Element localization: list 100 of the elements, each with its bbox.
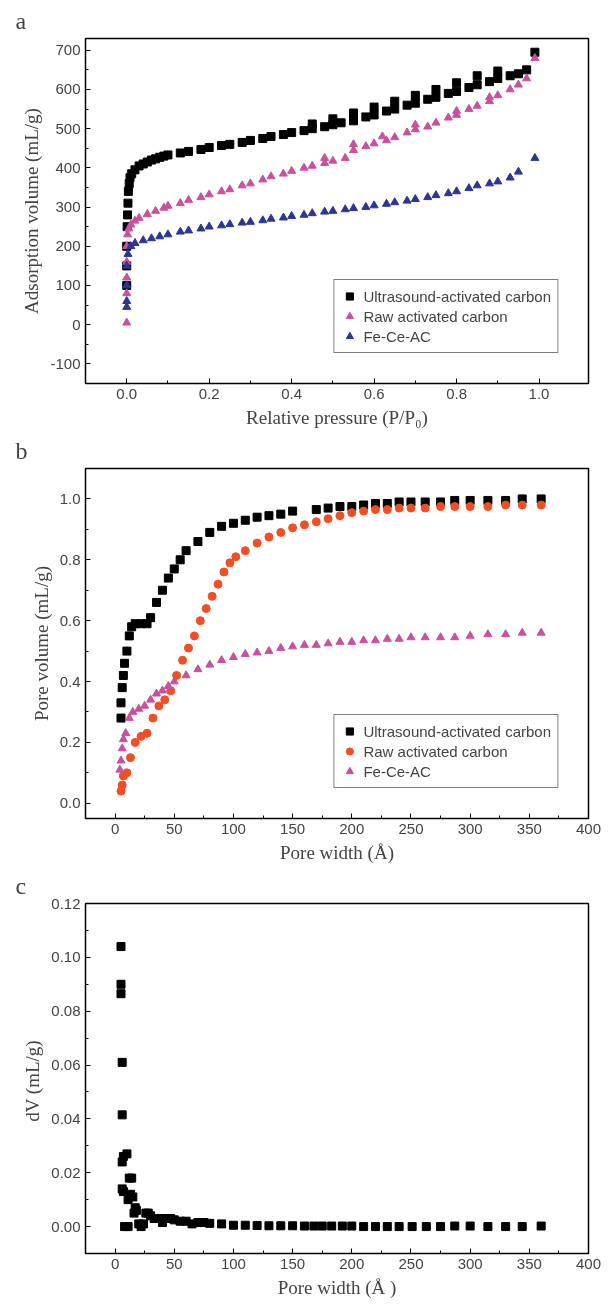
point	[472, 180, 482, 189]
point	[505, 84, 515, 93]
x-tick-label: 100	[220, 1254, 246, 1272]
point	[452, 186, 462, 195]
y-axis-title: dV (mL/g)	[22, 1040, 45, 1122]
y-tick-label: 0.08	[51, 1002, 81, 1020]
point	[151, 205, 161, 214]
point	[183, 643, 193, 653]
point	[465, 630, 475, 639]
point	[163, 573, 173, 583]
point	[228, 518, 238, 528]
point	[205, 659, 215, 668]
point	[517, 627, 527, 636]
point	[443, 188, 453, 197]
point	[217, 186, 227, 195]
point	[311, 639, 321, 648]
point	[217, 655, 227, 664]
point	[124, 631, 134, 641]
point	[115, 764, 125, 773]
point	[181, 670, 191, 679]
point	[175, 198, 185, 206]
point	[348, 145, 358, 154]
point	[323, 503, 333, 513]
point	[485, 92, 495, 101]
point	[311, 505, 321, 515]
point	[157, 585, 167, 595]
point	[117, 743, 127, 752]
point	[513, 166, 523, 175]
y-tick-label: 0.8	[59, 550, 81, 568]
x-tick-label: 0	[110, 1254, 120, 1272]
point	[402, 195, 412, 204]
point	[406, 503, 416, 513]
point	[287, 165, 297, 174]
point	[369, 200, 379, 209]
point	[359, 506, 369, 516]
x-tick-label: 1.0	[528, 384, 550, 402]
point	[118, 670, 128, 680]
x-tick-label: 150	[280, 819, 306, 837]
point	[184, 194, 194, 203]
point	[340, 204, 350, 213]
point	[505, 172, 515, 181]
point	[123, 249, 133, 257]
point	[450, 632, 460, 641]
point	[175, 226, 185, 235]
point	[264, 645, 274, 654]
point	[320, 206, 330, 215]
legend-label: Raw activated carbon	[363, 742, 508, 760]
x-tick-label: 0.2	[198, 384, 220, 402]
point	[431, 190, 441, 199]
point	[264, 532, 274, 542]
point	[217, 521, 227, 531]
point	[196, 223, 206, 232]
y-tick-label: 1.0	[59, 489, 81, 507]
point	[118, 734, 128, 743]
point	[483, 502, 493, 512]
point	[483, 629, 493, 638]
point	[175, 555, 185, 565]
point	[501, 629, 511, 638]
point	[122, 296, 132, 304]
point	[406, 632, 416, 641]
y-tick-label: 0.2	[59, 733, 81, 751]
point	[536, 627, 546, 636]
x-tick-label: 400	[575, 819, 602, 837]
point	[181, 546, 191, 556]
x-tick-label: 250	[398, 819, 424, 837]
point	[450, 502, 460, 512]
point	[195, 616, 205, 626]
x-tick-label: 100	[220, 819, 246, 837]
point	[370, 635, 380, 644]
legend-label: Fe-Ce-AC	[363, 327, 431, 345]
point	[122, 317, 132, 326]
y-tick-label: 300	[55, 198, 81, 216]
point	[402, 127, 412, 136]
point	[369, 138, 379, 147]
point	[278, 168, 288, 177]
y-tick-label: -100	[50, 354, 81, 372]
point	[240, 546, 250, 556]
x-tick-label: 0.4	[281, 384, 303, 402]
y-tick-label: 100	[55, 276, 81, 294]
point	[311, 517, 321, 527]
point	[122, 646, 132, 656]
point	[390, 197, 400, 206]
point	[287, 210, 297, 219]
point	[361, 201, 371, 210]
point	[152, 597, 162, 607]
point	[335, 636, 345, 645]
x-tick-label: 350	[516, 819, 542, 837]
point	[359, 635, 369, 644]
point	[219, 567, 229, 577]
point	[517, 500, 527, 510]
point	[258, 215, 268, 224]
point	[142, 728, 152, 738]
point	[335, 502, 345, 512]
point	[522, 73, 532, 82]
point	[264, 511, 274, 521]
x-tick-label: 50	[165, 819, 183, 837]
x-tick-label: 200	[339, 819, 365, 837]
point	[472, 100, 482, 109]
point	[328, 205, 338, 214]
y-tick-label: 500	[55, 119, 81, 137]
